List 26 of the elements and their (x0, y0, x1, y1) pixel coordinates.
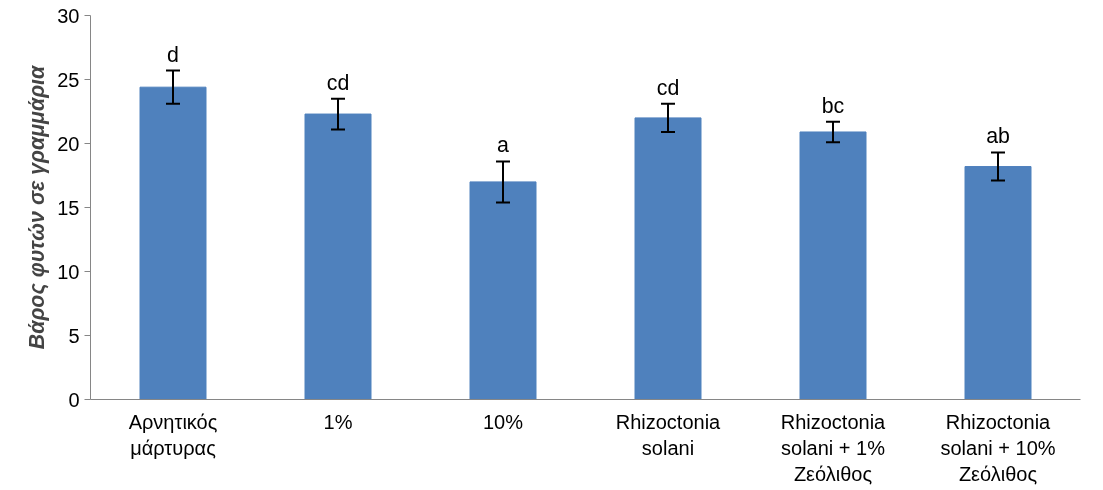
bar (964, 166, 1032, 400)
annotation: ab (986, 124, 1010, 149)
y-tick-label: 30 (57, 4, 80, 27)
bar (799, 131, 867, 400)
y-tick-label: 20 (57, 132, 80, 155)
annotation: cd (656, 75, 680, 100)
bar (304, 113, 372, 400)
x-tick-label: 1% (323, 410, 353, 433)
bar (469, 181, 537, 400)
y-axis-title: Βάρος φυτών σε γραμμάρια (25, 65, 50, 350)
y-tick-label: 10 (57, 260, 80, 283)
annotation: d (167, 42, 179, 67)
x-tick-label: Rhizoctonia solani + 1% Ζεόλιθος (780, 410, 887, 486)
bar (634, 117, 702, 400)
x-tick-label: 10% (482, 410, 524, 433)
y-tick-label: 15 (57, 196, 80, 219)
x-tick-label: Rhizoctonia solani + 10% Ζεόλιθος (940, 410, 1056, 486)
annotation: a (497, 133, 510, 158)
y-tick-label: 25 (57, 68, 80, 91)
bar (139, 86, 207, 400)
y-tick-label: 5 (68, 324, 80, 347)
y-tick-label: 0 (68, 388, 80, 411)
x-tick-label: Αρνητικός μάρτυρας (128, 410, 218, 459)
x-tick-label: Rhizoctonia solani (615, 410, 722, 459)
annotation: cd (326, 70, 350, 95)
annotation: bc (821, 93, 845, 118)
